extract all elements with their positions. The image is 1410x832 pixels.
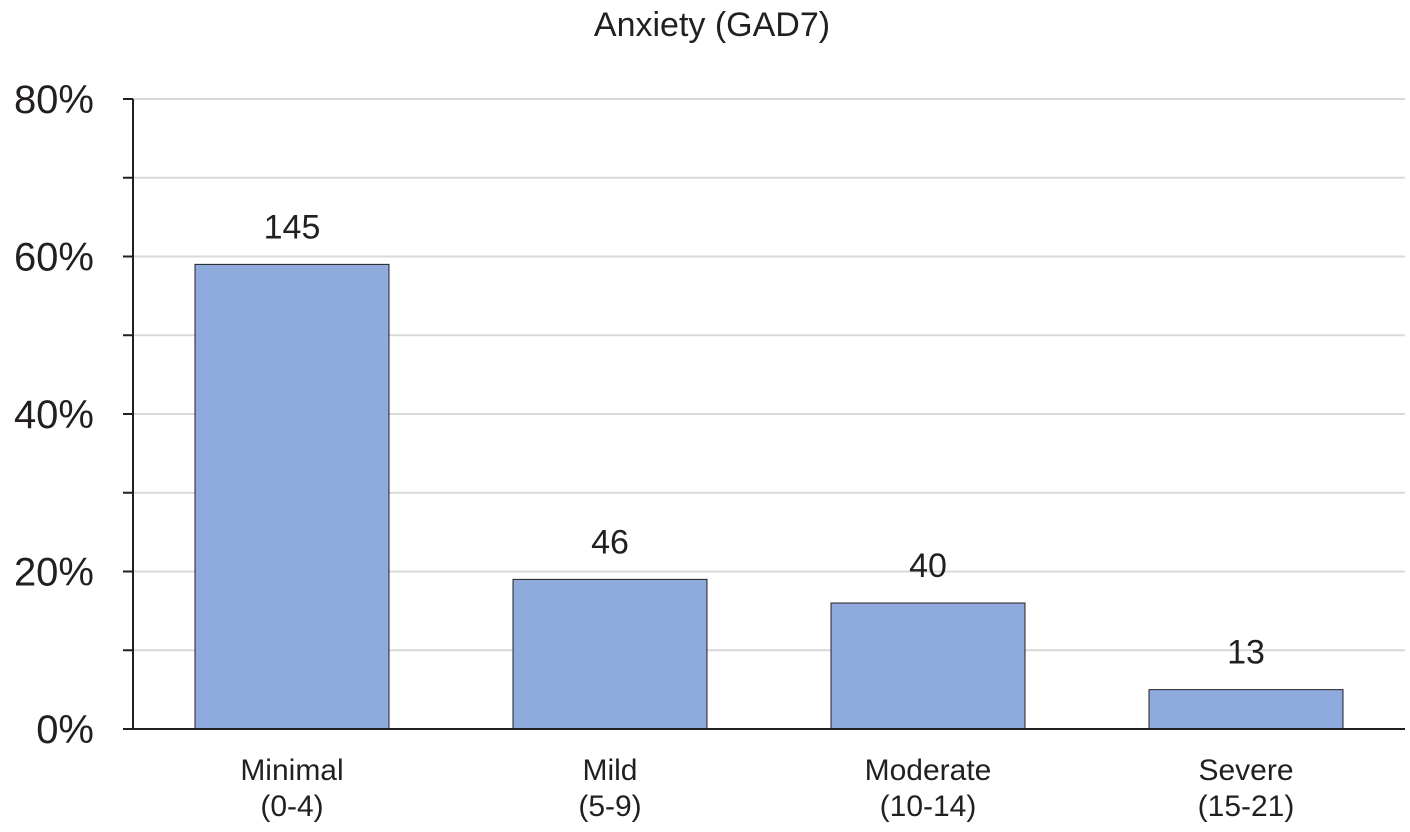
x-tick-label: Severe	[1198, 754, 1293, 787]
x-tick-label: (0-4)	[260, 790, 323, 823]
y-tick-label: 60%	[14, 236, 94, 280]
x-tick-label: Moderate	[865, 754, 992, 787]
x-axis: Minimal(0-4) Mild(5-9) Moderate(10-14) Seve…	[123, 728, 1405, 823]
bar	[512, 578, 708, 730]
data-label: 40	[909, 547, 947, 585]
bar	[194, 263, 390, 730]
bar	[830, 602, 1026, 730]
y-tick-label: 0%	[36, 708, 94, 752]
y-tick-label: 80%	[14, 78, 94, 122]
y-tick-label: 20%	[14, 551, 94, 595]
y-axis: 0% 20% 40% 60% 80%	[14, 78, 134, 752]
x-tick-label: (5-9)	[578, 790, 641, 823]
x-tick-label: (15-21)	[1198, 790, 1295, 823]
data-label: 13	[1227, 634, 1265, 672]
data-label: 145	[264, 208, 321, 246]
data-labels: 145 46 40 13	[264, 208, 1265, 671]
bar	[1148, 689, 1344, 730]
bars	[194, 263, 1344, 730]
x-tick-label: Mild	[582, 754, 637, 787]
data-label: 46	[591, 523, 629, 561]
x-tick-label: Minimal	[240, 754, 343, 787]
chart-title: Anxiety (GAD7)	[594, 6, 830, 44]
x-tick-label: (10-14)	[880, 790, 977, 823]
y-tick-label: 40%	[14, 393, 94, 437]
